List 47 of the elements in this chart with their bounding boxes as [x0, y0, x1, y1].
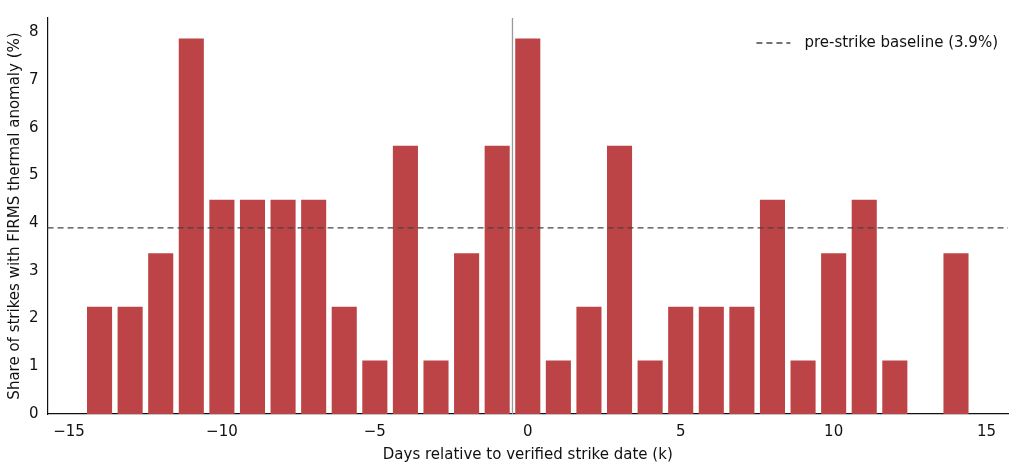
y-tick-label: 3 [29, 260, 39, 279]
bar [606, 145, 633, 414]
bar [668, 306, 694, 414]
bar [882, 360, 908, 414]
bar [209, 199, 235, 414]
bar [698, 306, 724, 414]
bar [943, 253, 969, 414]
y-tick-label: 4 [29, 213, 39, 232]
x-tick-label: −15 [53, 421, 85, 440]
bar [545, 360, 571, 414]
bar [239, 199, 266, 414]
bar [729, 306, 755, 414]
bar [301, 199, 327, 414]
y-tick-label: 1 [29, 356, 39, 375]
legend-label: pre-strike baseline (3.9%) [804, 32, 999, 51]
bar [392, 145, 418, 414]
y-tick-label: 7 [29, 69, 39, 88]
bar [148, 253, 174, 414]
bar [515, 38, 541, 414]
y-tick-label: 6 [29, 117, 39, 136]
bar [821, 253, 847, 414]
x-axis-title: Days relative to verified strike date (k) [382, 444, 673, 463]
bar [851, 199, 877, 414]
y-tick-label: 8 [29, 22, 39, 41]
y-axis-title: Share of strikes with FIRMS thermal anomaly (%) [4, 32, 23, 400]
x-tick-label: 10 [824, 421, 844, 440]
bar [759, 199, 786, 414]
x-tick-label: 5 [675, 421, 686, 440]
bar [117, 306, 143, 414]
bar [178, 38, 204, 414]
bar [423, 360, 449, 414]
bar [790, 360, 816, 414]
y-tick-label: 5 [29, 165, 39, 184]
bar [484, 145, 510, 414]
bar [576, 306, 602, 414]
x-tick-label: −10 [206, 421, 238, 440]
bar [637, 360, 663, 414]
y-tick-label: 2 [29, 308, 39, 327]
bar [87, 306, 113, 414]
y-tick-label: 0 [29, 403, 39, 422]
bar [270, 199, 296, 414]
x-tick-label: 15 [977, 421, 997, 440]
x-tick-label: 0 [523, 421, 533, 440]
bar [454, 253, 480, 414]
bar [362, 360, 388, 414]
x-tick-label: −5 [363, 421, 386, 440]
bar [331, 306, 357, 414]
